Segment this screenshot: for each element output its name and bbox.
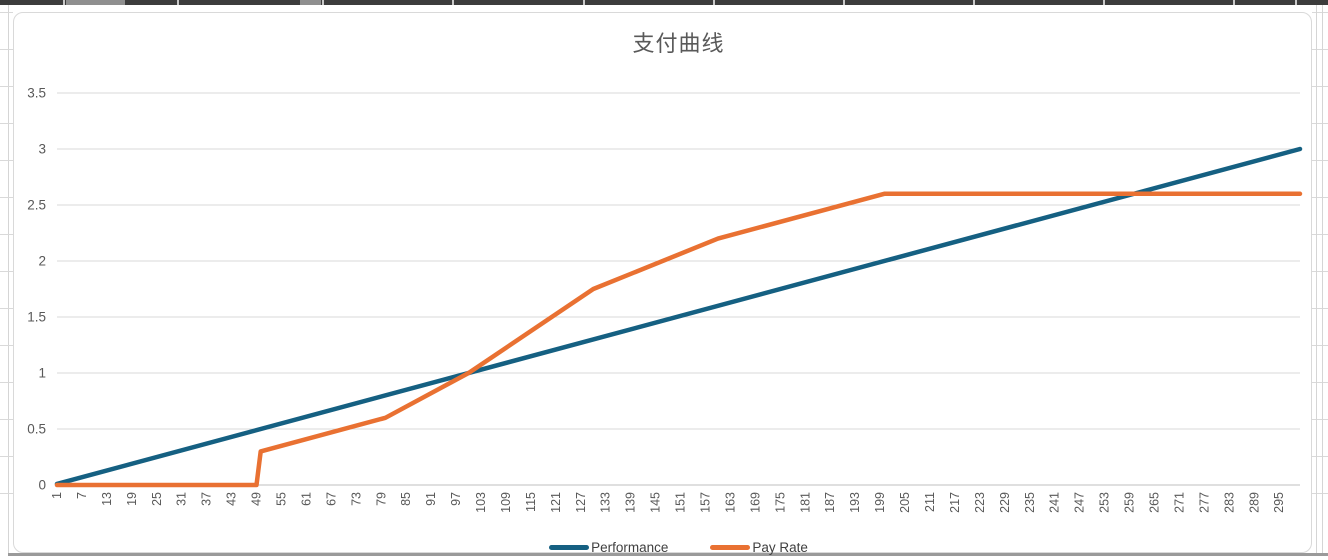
x-axis-tick-label: 283	[1222, 492, 1236, 513]
column-divider	[1233, 0, 1235, 5]
x-axis-tick-label: 181	[798, 492, 812, 513]
x-axis-tick-label: 109	[499, 492, 513, 513]
column-header-segment	[300, 0, 321, 5]
column-divider	[713, 0, 715, 5]
x-axis-tick-label: 265	[1147, 492, 1161, 513]
x-axis-tick-label: 37	[200, 492, 214, 506]
x-axis-tick-label: 235	[1023, 492, 1037, 513]
x-axis-tick-label: 73	[349, 492, 363, 506]
x-axis-tick-label: 229	[998, 492, 1012, 513]
x-axis-tick-label: 169	[748, 492, 762, 513]
legend-label: Pay Rate	[752, 539, 808, 555]
legend-label: Performance	[591, 539, 669, 555]
x-axis-tick-label: 175	[773, 492, 787, 513]
column-divider	[583, 0, 585, 5]
x-axis-tick-label: 49	[250, 492, 264, 506]
series-line-performance[interactable]	[54, 146, 1303, 487]
y-axis-tick-label: 0.5	[27, 422, 46, 437]
legend-dash-icon	[710, 544, 751, 550]
legend-item-pay-rate[interactable]: Pay Rate	[710, 540, 808, 555]
column-divider	[1295, 0, 1297, 5]
column-divider	[973, 0, 975, 5]
worksheet-gridline-right-2	[1322, 5, 1323, 554]
x-axis-tick-label: 25	[150, 492, 164, 506]
x-axis-tick-label: 7	[75, 492, 89, 499]
x-axis-tick-label: 223	[973, 492, 987, 513]
y-axis-tick-label: 3.5	[27, 86, 46, 101]
y-axis-tick-label: 1	[38, 366, 46, 381]
y-axis-tick-label: 2.5	[27, 198, 46, 213]
x-axis-tick-label: 1	[50, 492, 64, 499]
x-axis-tick-label: 121	[549, 492, 563, 513]
x-axis-tick-label: 133	[599, 492, 613, 513]
x-axis-tick-label: 205	[898, 492, 912, 513]
x-axis-tick-label: 67	[324, 492, 338, 506]
y-axis-tick-label: 1.5	[27, 310, 46, 325]
x-axis-tick-label: 289	[1247, 492, 1261, 513]
x-axis-tick-label: 43	[225, 492, 239, 506]
legend-dash-icon	[549, 544, 590, 550]
chart-title: 支付曲线	[632, 31, 725, 56]
x-axis-tick-label: 217	[948, 492, 962, 513]
x-axis-tick-label: 277	[1197, 492, 1211, 513]
chart-object[interactable]	[13, 12, 1312, 553]
series-line-pay-rate[interactable]	[54, 191, 1303, 488]
x-axis-tick-label: 97	[449, 492, 463, 506]
y-axis-tick-label: 0	[38, 478, 46, 493]
x-axis-tick-label: 259	[1123, 492, 1137, 513]
x-axis-tick-label: 247	[1073, 492, 1087, 513]
x-axis-tick-label: 61	[299, 492, 313, 506]
legend-item-performance[interactable]: Performance	[549, 540, 668, 555]
x-axis-tick-label: 211	[923, 492, 937, 512]
worksheet-gridline-right-1	[1316, 5, 1317, 554]
x-axis-tick-label: 271	[1172, 492, 1186, 513]
column-divider	[63, 0, 65, 5]
x-axis-tick-label: 13	[100, 492, 114, 506]
x-axis-tick-label: 241	[1048, 492, 1062, 513]
x-axis-tick-label: 103	[474, 492, 488, 513]
column-divider	[177, 0, 179, 5]
column-header-segment	[66, 0, 125, 5]
chart-legend: Performance Pay Rate	[57, 538, 1300, 556]
x-axis-tick-label: 55	[274, 492, 288, 506]
x-axis-tick-label: 145	[649, 492, 663, 513]
x-axis-tick-label: 115	[524, 492, 538, 512]
x-axis-tick-label: 79	[374, 492, 388, 506]
x-axis-tick-label: 157	[699, 492, 713, 513]
y-axis-tick-label: 3	[38, 142, 46, 157]
x-axis-tick-label: 19	[125, 492, 139, 506]
x-axis-tick-label: 199	[873, 492, 887, 513]
worksheet-rows-left	[0, 5, 13, 554]
x-axis-tick-label: 85	[399, 492, 413, 506]
column-divider	[1103, 0, 1105, 5]
x-axis-tick-label: 163	[723, 492, 737, 513]
x-axis-tick-label: 139	[624, 492, 638, 513]
column-divider	[322, 0, 324, 5]
x-axis-tick-label: 31	[175, 492, 189, 506]
column-header-strip	[0, 0, 1328, 5]
x-axis-tick-label: 253	[1098, 492, 1112, 513]
x-axis-tick-label: 91	[424, 492, 438, 506]
y-axis-tick-label: 2	[38, 254, 46, 269]
column-divider	[843, 0, 845, 5]
x-axis-tick-label: 127	[574, 492, 588, 513]
x-axis-tick-label: 151	[674, 492, 688, 513]
column-divider	[452, 0, 454, 5]
x-axis-tick-label: 295	[1272, 492, 1286, 513]
x-axis-tick-label: 193	[848, 492, 862, 513]
x-axis-tick-label: 187	[823, 492, 837, 513]
worksheet-bottom-border	[8, 553, 1328, 556]
